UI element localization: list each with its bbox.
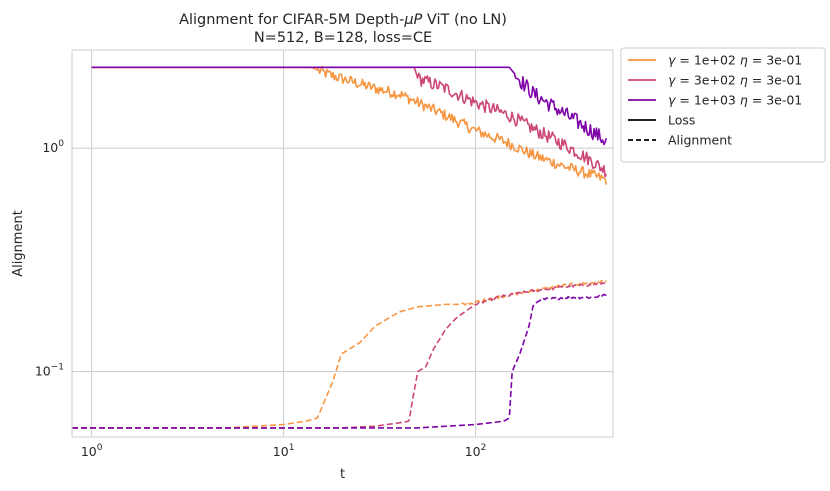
x-tick-label: 101	[273, 443, 295, 459]
x-tick-label: 102	[465, 443, 487, 459]
y-tick-label: 10−1	[35, 363, 64, 379]
tick-labels: 100 101 102 10−1 100	[35, 139, 487, 459]
alignment-series-4	[72, 281, 607, 429]
plot-area	[72, 50, 613, 437]
plot-frame	[71, 49, 614, 438]
series-layer	[72, 65, 608, 429]
legend-entry: γ = 1e+03 η = 3e-01	[628, 93, 802, 108]
alignment-series-3	[72, 279, 607, 429]
chart-title-line1: Alignment for CIFAR-5M Depth-μP ViT (no …	[179, 12, 507, 28]
alignment-series-5	[72, 293, 607, 429]
legend: γ = 1e+02 η = 3e-01 γ = 3e+02 η = 3e-01 γ …	[620, 47, 826, 163]
chart-title-line2: N=512, B=128, loss=CE	[254, 30, 432, 46]
legend-entry: γ = 1e+02 η = 3e-01	[628, 53, 802, 68]
legend-label: γ = 3e+02 η = 3e-01	[668, 73, 802, 88]
legend-label: γ = 1e+02 η = 3e-01	[668, 53, 802, 68]
x-tick-label: 100	[81, 443, 103, 459]
y-tick-label: 100	[42, 139, 64, 155]
legend-label: Loss	[668, 113, 695, 128]
legend-entry: Alignment	[628, 133, 732, 148]
y-axis-label: Alignment	[11, 210, 26, 277]
legend-entry: γ = 3e+02 η = 3e-01	[628, 73, 802, 88]
legend-label: γ = 1e+03 η = 3e-01	[668, 93, 802, 108]
legend-entry: Loss	[628, 113, 695, 128]
loss-series-2	[91, 66, 608, 146]
x-axis-label: t	[340, 467, 345, 482]
legend-box	[620, 47, 826, 163]
legend-label: Alignment	[668, 133, 732, 148]
grid-lines	[72, 50, 613, 437]
